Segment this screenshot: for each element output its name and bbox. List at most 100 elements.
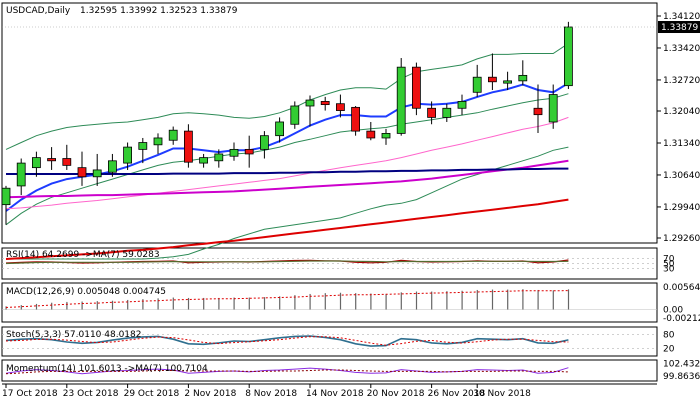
macd-bar bbox=[248, 297, 250, 310]
candle-body bbox=[427, 107, 437, 118]
rsi-y-tick-label: 30 bbox=[663, 265, 675, 275]
candle-body bbox=[366, 130, 376, 139]
macd-bar bbox=[400, 292, 402, 310]
price-y-tick-label: 1.32720 bbox=[663, 76, 700, 86]
stoch-y-tick-label: 20 bbox=[663, 344, 675, 354]
candle-body bbox=[32, 157, 41, 169]
overlay-bollinger_lower bbox=[6, 146, 569, 260]
macd-label: MACD(12,26,9) 0.005048 0.004745 bbox=[6, 287, 166, 297]
x-tick-label: 20 Nov 2018 bbox=[367, 389, 425, 399]
momentum-series-line bbox=[5, 367, 569, 375]
macd-bar bbox=[294, 295, 296, 310]
price-header-ohlc: 1.32595 1.33992 1.32523 1.33879 bbox=[80, 6, 238, 16]
candle-body bbox=[229, 148, 239, 157]
price-y-tick-label: 1.33420 bbox=[663, 44, 700, 54]
macd-bar bbox=[431, 291, 433, 310]
macd-bar bbox=[385, 293, 387, 310]
rsi-series-line bbox=[5, 260, 569, 265]
stoch-label: Stoch(5,3,3) 57.0110 48.0182 bbox=[6, 330, 141, 340]
candle-body bbox=[108, 160, 117, 173]
rsi-y-tick-label: 50 bbox=[663, 260, 675, 270]
candle-body bbox=[62, 158, 72, 166]
rsi-label: RSI(14) 64.2699 ->MA(7) 59.0283 bbox=[6, 250, 160, 260]
candle-body bbox=[411, 66, 421, 109]
candle-body bbox=[214, 153, 224, 162]
price-y-tick-label: 1.30640 bbox=[663, 171, 700, 181]
macd-bar bbox=[35, 303, 38, 310]
macd-bar bbox=[415, 291, 418, 310]
x-tick-label: 17 Oct 2018 bbox=[2, 389, 58, 399]
candle-body bbox=[320, 101, 330, 106]
overlay-bollinger_upper bbox=[5, 42, 569, 150]
macd-y-tick-label: 0.00 bbox=[663, 306, 683, 316]
current-price-tag-label: 1.33879 bbox=[661, 23, 698, 33]
overlay-ma_red bbox=[5, 198, 569, 260]
x-tick-label: 23 Oct 2018 bbox=[63, 389, 119, 399]
macd-y-tick-label: 0.005641 bbox=[663, 283, 700, 293]
x-tick-label: 2 Nov 2018 bbox=[184, 389, 236, 399]
macd-bar bbox=[51, 302, 53, 310]
candle-body bbox=[381, 132, 391, 139]
macd-bar bbox=[142, 299, 144, 310]
momentum-y-tick-label: 99.8636 bbox=[663, 372, 700, 382]
macd-bar bbox=[552, 290, 554, 310]
x-tick-label: 8 Nov 2018 bbox=[245, 389, 297, 399]
macd-bar bbox=[339, 292, 342, 310]
candle-body bbox=[1, 187, 11, 206]
candle-body bbox=[16, 162, 26, 187]
x-tick-label: 30 Nov 2018 bbox=[473, 389, 531, 399]
macd-bar bbox=[20, 305, 22, 310]
candle-body bbox=[548, 94, 558, 123]
macd-bar bbox=[461, 290, 463, 310]
candle-body bbox=[457, 101, 467, 109]
macd-bar bbox=[111, 300, 114, 310]
candle-body bbox=[305, 99, 315, 107]
candle-body bbox=[533, 107, 543, 116]
macd-bar bbox=[567, 289, 570, 310]
macd-bar bbox=[355, 293, 357, 310]
macd-bar bbox=[491, 289, 494, 310]
macd-bar bbox=[233, 297, 235, 310]
candle-body bbox=[153, 137, 163, 146]
overlay-ma_pink bbox=[5, 116, 569, 210]
candle-body bbox=[564, 26, 573, 87]
macd-bar bbox=[127, 299, 129, 310]
macd-bar bbox=[279, 296, 281, 310]
candle-body bbox=[123, 146, 132, 164]
candle-body bbox=[47, 158, 56, 162]
overlay-ma_magenta bbox=[5, 159, 569, 199]
macd-bar bbox=[203, 297, 205, 310]
panel-frame-mom bbox=[1, 359, 658, 382]
stoch-series-line bbox=[5, 336, 569, 346]
candle-body bbox=[168, 129, 178, 141]
candle-body bbox=[244, 148, 254, 155]
panel-frame-stoch bbox=[1, 326, 658, 357]
current-price-tag bbox=[658, 21, 700, 34]
candle-body bbox=[351, 106, 361, 132]
x-tick-label: 29 Oct 2018 bbox=[124, 389, 180, 399]
candle-body bbox=[92, 169, 102, 178]
candle-body bbox=[138, 142, 148, 150]
candle-body bbox=[518, 74, 528, 82]
macd-bar bbox=[187, 297, 190, 310]
price-y-tick-label: 1.29940 bbox=[663, 203, 700, 213]
overlay-ma_blue bbox=[5, 82, 569, 212]
rsi-y-tick-label: 70 bbox=[663, 255, 675, 265]
panel-frame-price bbox=[1, 2, 658, 244]
candle-body bbox=[335, 103, 345, 111]
candle-body bbox=[77, 167, 87, 178]
candle-body bbox=[183, 130, 193, 163]
macd-bar bbox=[96, 301, 98, 310]
macd-bar bbox=[324, 293, 326, 310]
macd-bar bbox=[537, 289, 539, 310]
x-tick-label: 26 Nov 2018 bbox=[428, 389, 486, 399]
macd-bar bbox=[507, 289, 509, 310]
macd-bar bbox=[309, 293, 311, 310]
macd-bar bbox=[263, 297, 266, 310]
candle-body bbox=[199, 157, 209, 164]
overlay-bollinger_middle bbox=[5, 93, 569, 226]
macd-bar bbox=[370, 293, 372, 310]
panel-frame-macd bbox=[1, 282, 658, 323]
